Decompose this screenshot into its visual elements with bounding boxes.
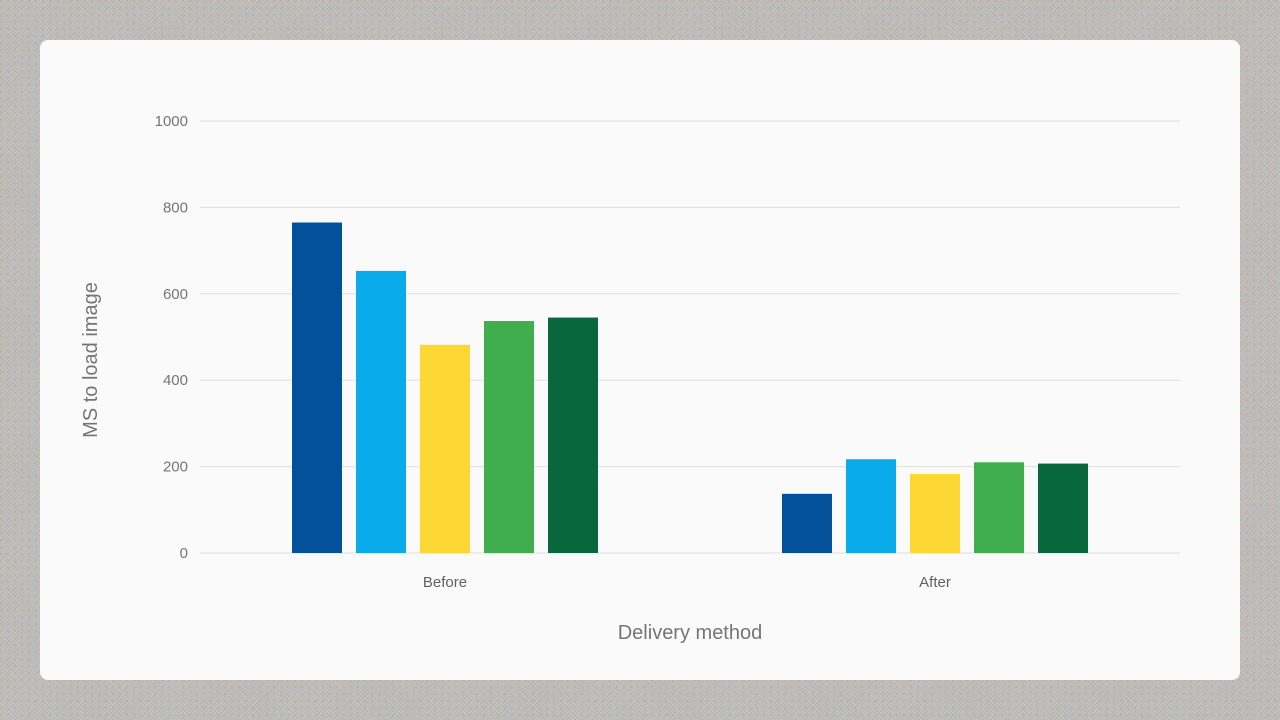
gridlines xyxy=(200,120,1180,554)
y-axis-ticks: 0 200 400 600 800 1000 xyxy=(155,113,188,562)
y-tick-label: 200 xyxy=(163,459,188,476)
bar xyxy=(1038,463,1088,553)
y-tick-label: 800 xyxy=(163,199,188,216)
bar xyxy=(356,270,406,553)
y-tick-label: 0 xyxy=(180,545,188,562)
y-tick-label: 600 xyxy=(163,286,188,303)
bars xyxy=(292,222,1088,553)
x-tick-label: Before xyxy=(423,574,467,591)
bar xyxy=(974,462,1024,553)
bar xyxy=(420,344,470,553)
bar xyxy=(484,321,534,553)
bar xyxy=(846,459,896,553)
x-axis-ticks: Before After xyxy=(423,574,951,591)
bar xyxy=(910,473,960,553)
x-tick-label: After xyxy=(919,574,951,591)
y-tick-label: 400 xyxy=(163,372,188,389)
y-tick-label: 1000 xyxy=(155,113,188,130)
chart-card: 0 200 400 600 800 1000 Before After Delivery m… xyxy=(40,40,1240,680)
x-axis-title: Delivery method xyxy=(618,622,763,644)
bar xyxy=(548,317,598,553)
y-axis-title: MS to load image xyxy=(80,282,102,438)
bar xyxy=(292,222,342,553)
bar xyxy=(782,493,832,553)
bar-chart: 0 200 400 600 800 1000 Before After Delivery m… xyxy=(80,113,1180,644)
